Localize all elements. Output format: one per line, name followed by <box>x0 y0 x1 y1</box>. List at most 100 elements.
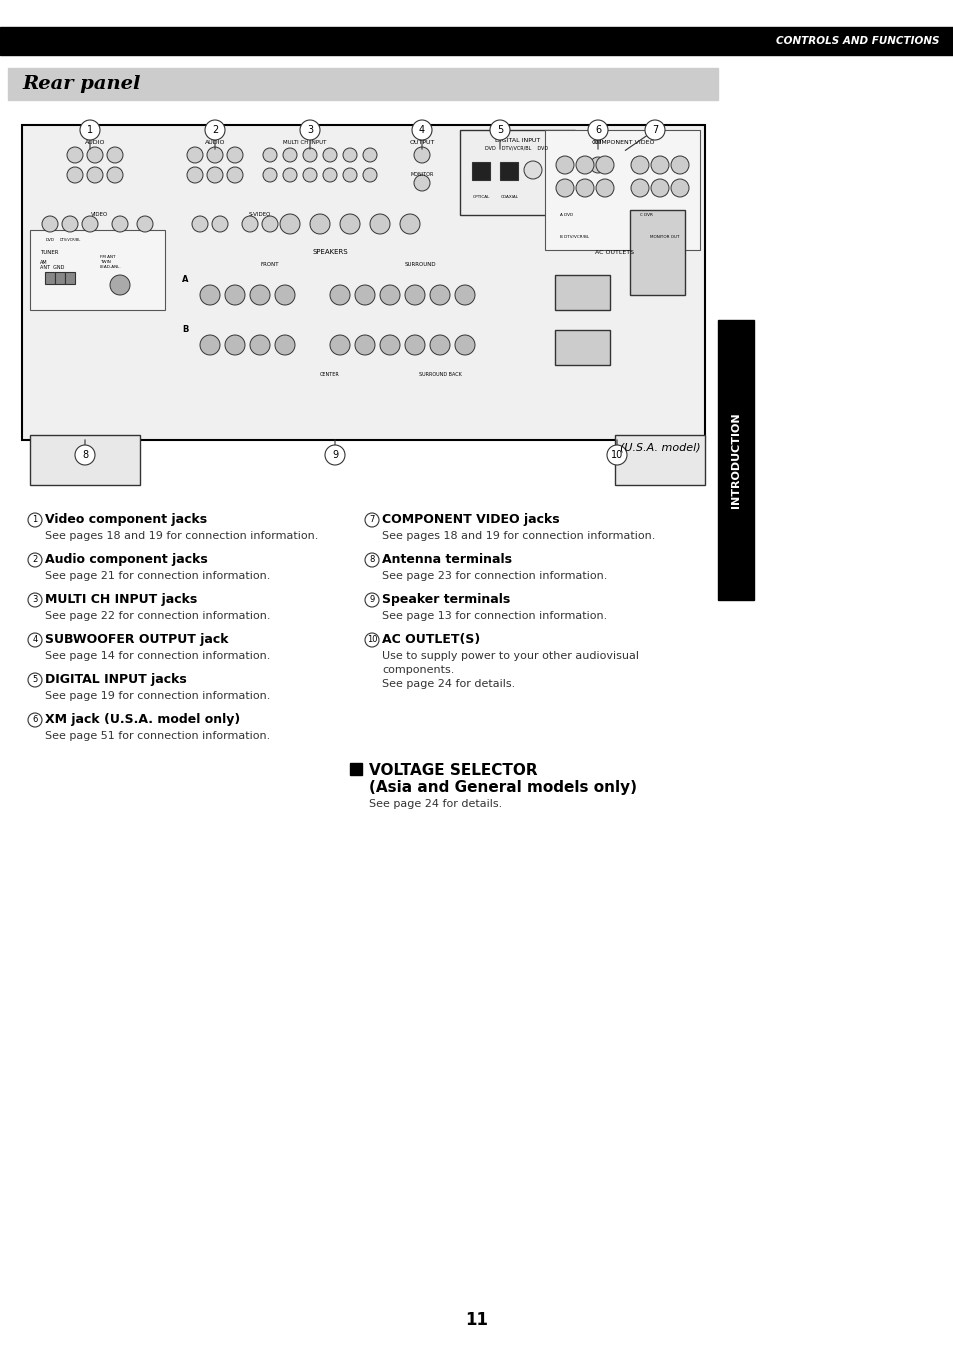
Text: TUNER: TUNER <box>40 249 58 255</box>
Circle shape <box>430 336 450 355</box>
Text: See pages 18 and 19 for connection information.: See pages 18 and 19 for connection infor… <box>45 531 318 541</box>
Text: SUBWOOFER OUTPUT jack: SUBWOOFER OUTPUT jack <box>45 634 229 647</box>
Bar <box>629 210 684 295</box>
Text: 11: 11 <box>465 1312 488 1329</box>
Text: (Asia and General models only): (Asia and General models only) <box>369 780 637 795</box>
Circle shape <box>556 156 574 174</box>
Text: B: B <box>182 325 188 334</box>
Bar <box>555 330 609 365</box>
Circle shape <box>28 634 42 647</box>
Text: 1: 1 <box>32 515 37 524</box>
Circle shape <box>200 336 220 355</box>
Text: 8: 8 <box>369 555 375 565</box>
Circle shape <box>87 167 103 183</box>
Text: Use to supply power to your other audiovisual: Use to supply power to your other audiov… <box>381 651 639 661</box>
Circle shape <box>363 148 376 162</box>
Text: COMPONENT VIDEO: COMPONENT VIDEO <box>591 140 654 146</box>
Text: See page 24 for details.: See page 24 for details. <box>369 799 501 809</box>
Text: AC OUTLETS: AC OUTLETS <box>595 249 634 255</box>
Circle shape <box>405 284 424 305</box>
Circle shape <box>587 120 607 140</box>
Bar <box>55 272 65 284</box>
Circle shape <box>28 514 42 527</box>
Text: CONTROLS AND FUNCTIONS: CONTROLS AND FUNCTIONS <box>776 36 939 46</box>
Circle shape <box>262 216 277 232</box>
Circle shape <box>192 216 208 232</box>
Circle shape <box>650 179 668 197</box>
Text: 4: 4 <box>32 635 37 644</box>
Text: Speaker terminals: Speaker terminals <box>381 593 510 607</box>
Text: DVD    DTV/VCR/BL    DVD: DVD DTV/VCR/BL DVD <box>485 146 548 151</box>
Circle shape <box>110 275 130 295</box>
Circle shape <box>250 336 270 355</box>
Circle shape <box>670 179 688 197</box>
Text: See page 21 for connection information.: See page 21 for connection information. <box>45 572 270 581</box>
Circle shape <box>596 179 614 197</box>
Text: INTRODUCTION: INTRODUCTION <box>730 412 740 508</box>
Circle shape <box>75 445 95 465</box>
Circle shape <box>28 713 42 727</box>
Text: MULTI CH INPUT jacks: MULTI CH INPUT jacks <box>45 593 197 607</box>
Circle shape <box>630 179 648 197</box>
Circle shape <box>365 634 378 647</box>
Text: See page 22 for connection information.: See page 22 for connection information. <box>45 611 271 621</box>
Text: 9: 9 <box>332 450 337 460</box>
Text: AUDIO: AUDIO <box>85 139 105 144</box>
Circle shape <box>207 147 223 163</box>
Circle shape <box>67 167 83 183</box>
Text: Video component jacks: Video component jacks <box>45 514 207 527</box>
Text: See page 14 for connection information.: See page 14 for connection information. <box>45 651 270 661</box>
Text: 3: 3 <box>32 596 38 604</box>
Text: Audio component jacks: Audio component jacks <box>45 554 208 566</box>
Circle shape <box>263 148 276 162</box>
Text: See page 51 for connection information.: See page 51 for connection information. <box>45 731 270 741</box>
Text: DIGITAL INPUT: DIGITAL INPUT <box>495 137 540 143</box>
Circle shape <box>187 147 203 163</box>
Text: 5: 5 <box>497 125 502 135</box>
Text: MONITOR OUT: MONITOR OUT <box>649 235 679 239</box>
Text: AC OUTLET(S): AC OUTLET(S) <box>381 634 479 647</box>
Text: Rear panel: Rear panel <box>22 75 140 93</box>
Circle shape <box>82 216 98 232</box>
Circle shape <box>250 284 270 305</box>
Text: DIGITAL INPUT jacks: DIGITAL INPUT jacks <box>45 674 187 686</box>
Circle shape <box>274 284 294 305</box>
Circle shape <box>200 284 220 305</box>
Text: OPTICAL: OPTICAL <box>473 195 490 200</box>
Text: AM
ANT  GND: AM ANT GND <box>40 260 64 271</box>
Text: C DVR: C DVR <box>639 213 652 217</box>
Circle shape <box>323 168 336 182</box>
Text: See page 24 for details.: See page 24 for details. <box>381 679 515 689</box>
Circle shape <box>227 147 243 163</box>
Circle shape <box>379 284 399 305</box>
Circle shape <box>606 445 626 465</box>
Circle shape <box>325 445 345 465</box>
Circle shape <box>596 156 614 174</box>
Text: B DTV/VCR/BL: B DTV/VCR/BL <box>559 235 589 239</box>
Bar <box>45 272 55 284</box>
Text: See pages 18 and 19 for connection information.: See pages 18 and 19 for connection infor… <box>381 531 655 541</box>
Text: 2: 2 <box>32 555 37 565</box>
Circle shape <box>263 168 276 182</box>
Circle shape <box>225 336 245 355</box>
Text: 7: 7 <box>369 515 375 524</box>
Circle shape <box>405 336 424 355</box>
Bar <box>65 272 75 284</box>
Text: XM jack (U.S.A. model only): XM jack (U.S.A. model only) <box>45 713 240 727</box>
Bar <box>459 129 575 214</box>
Text: VIDEO: VIDEO <box>91 212 109 217</box>
Text: SPEAKERS: SPEAKERS <box>312 249 348 255</box>
Text: See page 23 for connection information.: See page 23 for connection information. <box>381 572 607 581</box>
Circle shape <box>363 168 376 182</box>
Circle shape <box>589 156 605 173</box>
Bar <box>544 129 700 249</box>
Circle shape <box>523 160 541 179</box>
Circle shape <box>414 175 430 191</box>
Circle shape <box>227 167 243 183</box>
Text: MONITOR: MONITOR <box>410 173 434 178</box>
Text: 10: 10 <box>366 635 376 644</box>
Bar <box>0 27 953 55</box>
Circle shape <box>225 284 245 305</box>
Text: FRONT: FRONT <box>260 263 279 267</box>
Circle shape <box>379 336 399 355</box>
